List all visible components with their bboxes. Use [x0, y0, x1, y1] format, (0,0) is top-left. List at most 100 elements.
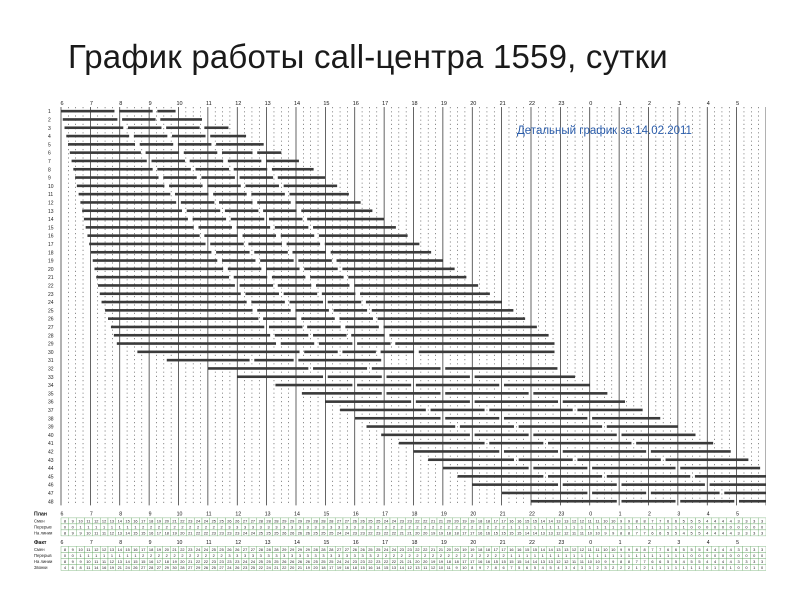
- shift-bar: [83, 217, 188, 221]
- table-cell-value: 3: [283, 553, 285, 558]
- table-cell-value: 29: [165, 565, 169, 570]
- table-cell-value: 6: [72, 565, 74, 570]
- row-number: 26: [48, 317, 54, 323]
- table-cell-value: 1: [534, 525, 536, 530]
- table-cell-value: 22: [196, 559, 200, 564]
- shift-bar: [313, 333, 347, 337]
- table-cell-value: 1: [526, 553, 528, 558]
- table-cell-value: 24: [243, 559, 248, 564]
- table-cell-value: 15: [384, 565, 388, 570]
- table-cell-value: 2: [166, 553, 168, 558]
- table-cell-value: 2: [393, 525, 395, 530]
- shift-bar: [160, 118, 202, 121]
- shift-bar: [324, 242, 420, 246]
- table-cell-value: 16: [517, 547, 521, 552]
- row-number: 37: [48, 408, 54, 414]
- table-cell-value: 0: [737, 553, 740, 558]
- table-cell-value: 9: [479, 565, 481, 570]
- shift-bar: [227, 267, 262, 271]
- shift-bar: [428, 458, 514, 462]
- table-cell-value: 16: [517, 519, 521, 524]
- table-cell-value: 11: [572, 531, 576, 536]
- table-cell-value: 24: [266, 565, 271, 570]
- table-cell-value: 27: [243, 519, 247, 524]
- table-cell-value: 24: [227, 565, 232, 570]
- table-cell-value: 8: [471, 565, 473, 570]
- table-cell-value: 1: [557, 553, 559, 558]
- table-cell-value: 28: [329, 519, 333, 524]
- hour-label: 2: [648, 101, 651, 107]
- table-cell-value: 3: [228, 525, 230, 530]
- table-cell-value: 25: [212, 565, 216, 570]
- table-cell-value: 9: [620, 547, 622, 552]
- shift-bar: [533, 433, 617, 437]
- table-hour-label: 0: [589, 540, 592, 546]
- table-cell-value: 22: [180, 547, 184, 552]
- table-cell-value: 29: [298, 547, 302, 552]
- table-cell-value: 1: [659, 525, 661, 530]
- hour-label: 6: [60, 101, 63, 107]
- table-cell-value: 18: [486, 519, 490, 524]
- table-cell-value: 1: [675, 565, 677, 570]
- table-cell-value: 18: [454, 559, 458, 564]
- shift-bar: [280, 342, 315, 345]
- table-cell-value: 11: [588, 519, 592, 524]
- table-cell-value: 16: [133, 547, 137, 552]
- table-cell-value: 4: [64, 565, 67, 570]
- table-cell-value: 0: [714, 553, 717, 558]
- table-cell-value: 7: [659, 547, 661, 552]
- table-cell-value: 22: [204, 559, 208, 564]
- table-cell-value: 23: [243, 565, 247, 570]
- table-cell-value: 3: [299, 553, 301, 558]
- table-cell-value: 27: [337, 519, 341, 524]
- table-cell-value: 3: [338, 553, 340, 558]
- table-hour-label: 12: [235, 540, 241, 546]
- hour-label: 12: [235, 101, 241, 107]
- table-hour-label: 14: [294, 511, 300, 517]
- table-cell-value: 3: [761, 531, 763, 536]
- table-cell-value: 18: [321, 565, 325, 570]
- table-cell-value: 28: [266, 519, 270, 524]
- shift-bar: [418, 350, 555, 354]
- row-number: 13: [48, 209, 54, 215]
- shift-bar: [201, 176, 235, 179]
- table-cell-value: 19: [462, 519, 466, 524]
- shift-bar: [577, 458, 661, 462]
- shift-bar: [533, 466, 588, 470]
- shift-bar: [166, 358, 250, 362]
- table-cell-value: 26: [282, 559, 286, 564]
- table-cell-value: 20: [423, 531, 428, 536]
- table-cell-value: 0: [730, 525, 733, 530]
- table-cell-value: 25: [219, 519, 223, 524]
- table-cell-value: 8: [636, 519, 638, 524]
- table-cell-value: 13: [556, 519, 560, 524]
- table-cell-value: 10: [603, 519, 608, 524]
- table-cell-value: 3: [267, 525, 269, 530]
- hour-label: 14: [294, 101, 300, 107]
- table-cell-value: 3: [761, 559, 763, 564]
- shift-bar: [307, 217, 385, 221]
- table-cell-value: 12: [572, 547, 576, 552]
- table-cell-value: 28: [313, 519, 317, 524]
- table-cell-value: 19: [431, 559, 435, 564]
- table-row-label: Смен: [34, 518, 45, 523]
- table-cell-value: 4: [706, 519, 709, 524]
- table-cell-value: 17: [157, 531, 161, 536]
- table-cell-value: 29: [306, 519, 310, 524]
- table-cell-value: 10: [595, 559, 600, 564]
- slide-title: График работы call-центра 1559, сутки: [68, 38, 668, 75]
- row-number: 39: [48, 425, 54, 431]
- table-cell-value: 16: [478, 559, 482, 564]
- table-cell-value: 1: [134, 525, 136, 530]
- shift-bar: [216, 250, 250, 254]
- row-number: 22: [48, 283, 54, 289]
- shift-bar: [518, 425, 603, 428]
- table-hour-label: 0: [589, 511, 592, 517]
- table-cell-value: 1: [518, 525, 520, 530]
- shift-bar: [145, 151, 180, 154]
- shift-bar: [275, 383, 353, 387]
- shift-bar: [377, 317, 526, 320]
- table-cell-value: 15: [494, 531, 498, 536]
- table-cell-value: 5: [667, 559, 669, 564]
- table-cell-value: 20: [447, 519, 452, 524]
